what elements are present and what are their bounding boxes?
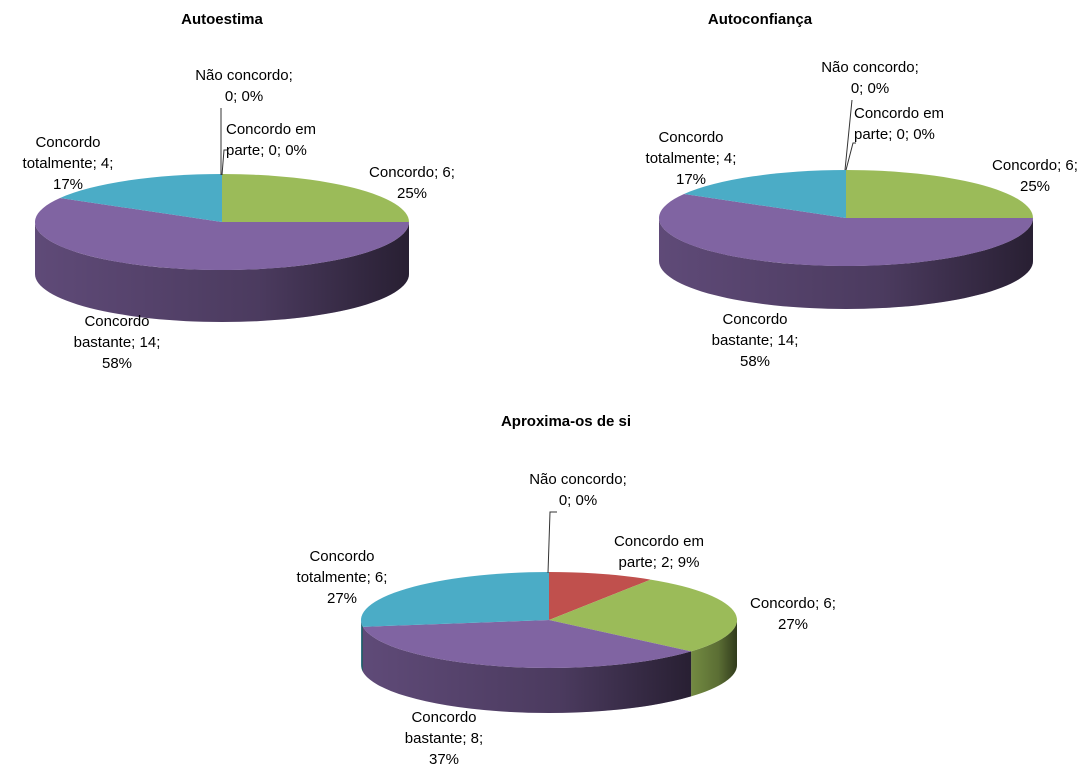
svg-text:0; 0%: 0; 0% [559, 492, 597, 509]
chart-title: Aproxima-os de si [501, 413, 631, 430]
pie-slice-concordo-em-parte [549, 572, 651, 620]
svg-text:58%: 58% [740, 353, 770, 370]
data-label-concordo-em-parte: Concordo em parte; 2; 9% [614, 533, 704, 571]
svg-text:Concordo: Concordo [411, 709, 476, 726]
pie-side-shading [361, 620, 363, 672]
svg-text:bastante; 14;: bastante; 14; [712, 332, 799, 349]
svg-text:Não concordo;: Não concordo; [529, 471, 627, 488]
svg-text:totalmente; 4;: totalmente; 4; [646, 150, 737, 167]
svg-text:Não concordo;: Não concordo; [195, 67, 293, 84]
svg-text:17%: 17% [676, 171, 706, 188]
data-label-nao-concordo: Não concordo; 0; 0% [195, 67, 293, 105]
svg-text:Concordo: Concordo [722, 311, 787, 328]
data-label-concordo-totalmente: Concordo totalmente; 4; 17% [646, 129, 737, 188]
data-label-concordo-bastante: Concordo bastante; 14; 58% [74, 313, 161, 372]
leader-line-concordo-em-parte [221, 149, 228, 176]
svg-text:25%: 25% [1020, 178, 1050, 195]
svg-text:0; 0%: 0; 0% [225, 88, 263, 105]
data-label-concordo-em-parte: Concordo em parte; 0; 0% [854, 105, 944, 143]
data-label-nao-concordo: Não concordo; 0; 0% [821, 59, 919, 97]
pie-side-shading [362, 626, 692, 713]
svg-text:Concordo; 6;: Concordo; 6; [369, 164, 455, 181]
svg-text:37%: 37% [429, 751, 459, 768]
pie-chart-autoconfianca: Autoconfiança Concordo em parte; 0; 0% C… [646, 11, 1078, 370]
svg-text:0; 0%: 0; 0% [851, 80, 889, 97]
svg-text:bastante; 14;: bastante; 14; [74, 334, 161, 351]
svg-text:Concordo: Concordo [658, 129, 723, 146]
svg-text:totalmente; 4;: totalmente; 4; [23, 155, 114, 172]
svg-text:25%: 25% [397, 185, 427, 202]
svg-text:17%: 17% [53, 176, 83, 193]
svg-text:bastante; 8;: bastante; 8; [405, 730, 483, 747]
svg-text:Concordo: Concordo [35, 134, 100, 151]
svg-text:27%: 27% [327, 590, 357, 607]
svg-text:27%: 27% [778, 616, 808, 633]
pie-slice-concordo-totalmente [360, 572, 549, 627]
data-label-concordo: Concordo; 6; 25% [369, 164, 455, 202]
svg-text:Concordo em: Concordo em [854, 105, 944, 122]
svg-text:parte; 0; 0%: parte; 0; 0% [226, 142, 307, 159]
pie-side-shading [35, 222, 409, 322]
svg-text:parte; 2; 9%: parte; 2; 9% [619, 554, 700, 571]
pie-slice-concordo [222, 174, 409, 222]
pie-side-shading [691, 620, 737, 697]
pie-slice-concordo-bastante [34, 198, 409, 270]
data-label-concordo-bastante: Concordo bastante; 14; 58% [712, 311, 799, 370]
pie-slice-concordo [846, 170, 1033, 218]
data-label-nao-concordo: Não concordo; 0; 0% [529, 471, 627, 509]
chart-title: Autoconfiança [708, 11, 813, 28]
data-label-concordo-bastante: Concordo bastante; 8; 37% [405, 709, 483, 768]
data-label-concordo-totalmente: Concordo totalmente; 4; 17% [23, 134, 114, 193]
svg-text:Concordo: Concordo [309, 548, 374, 565]
chart-title: Autoestima [181, 11, 263, 28]
svg-text:totalmente; 6;: totalmente; 6; [297, 569, 388, 586]
svg-text:Concordo; 6;: Concordo; 6; [992, 157, 1078, 174]
svg-text:Concordo: Concordo [84, 313, 149, 330]
leader-line-nao-concordo [547, 511, 557, 574]
leader-line-nao-concordo [844, 99, 853, 171]
pie-slice-concordo-bastante [659, 194, 1033, 267]
data-label-concordo: Concordo; 6; 27% [750, 595, 836, 633]
svg-text:Concordo em: Concordo em [614, 533, 704, 550]
svg-text:Não concordo;: Não concordo; [821, 59, 919, 76]
pie-slice-concordo-bastante [362, 620, 692, 668]
svg-text:Concordo; 6;: Concordo; 6; [750, 595, 836, 612]
pie-chart-autoestima: Autoestima Concordo em parte; 0; 0% Conc… [23, 11, 455, 372]
svg-text:Concordo em: Concordo em [226, 121, 316, 138]
pie-chart-aproxima-os-de-si: Aproxima-os de si Concordo em parte; 2; … [297, 413, 836, 768]
data-label-concordo-em-parte: Concordo em parte; 0; 0% [226, 121, 316, 159]
pie-slice-concordo-totalmente [60, 174, 222, 222]
svg-text:58%: 58% [102, 355, 132, 372]
pie-slice-concordo-totalmente [684, 170, 846, 218]
pie-side-shading [659, 218, 1033, 309]
data-label-concordo: Concordo; 6; 25% [992, 157, 1078, 195]
svg-text:parte; 0; 0%: parte; 0; 0% [854, 126, 935, 143]
leader-line-concordo-em-parte [845, 142, 856, 171]
pie-slice-concordo [549, 579, 738, 652]
data-label-concordo-totalmente: Concordo totalmente; 6; 27% [297, 548, 388, 607]
